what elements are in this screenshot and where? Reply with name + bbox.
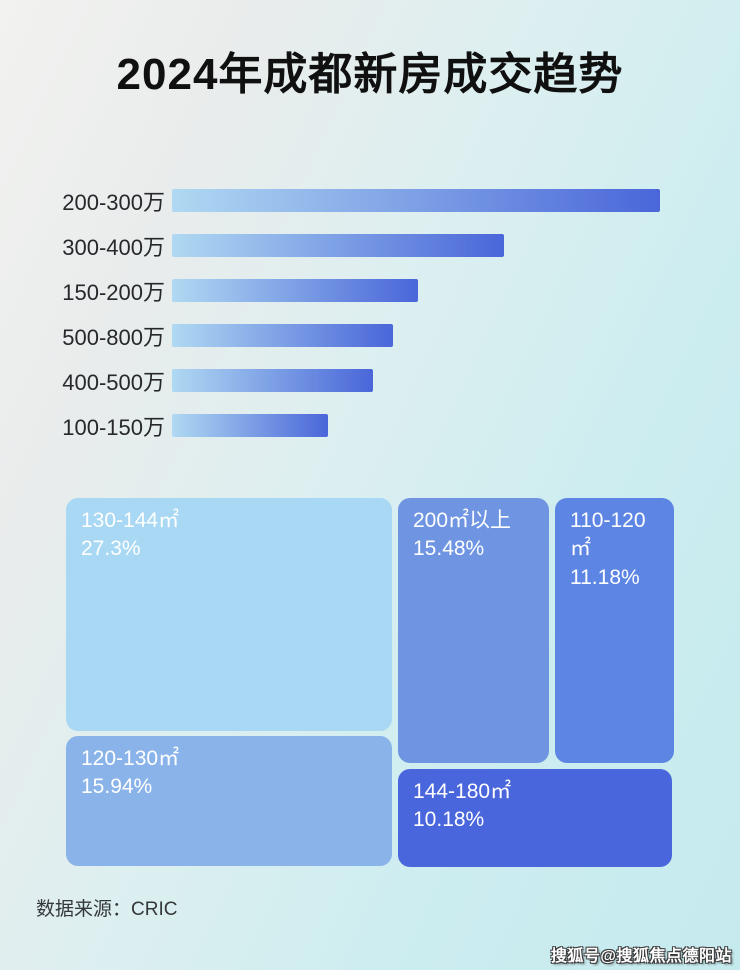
- bar-category-label: 200-300万: [62, 189, 165, 215]
- bar-row-500-800: 500-800万: [36, 313, 704, 358]
- tile-value: 15.94%: [81, 775, 153, 799]
- bar-category-label: 150-200万: [62, 279, 165, 305]
- area-treemap: 130-144㎡ 27.3% 120-130㎡ 15.94% 200㎡以上 15…: [66, 498, 675, 868]
- bar-200-300: [172, 189, 660, 212]
- bar-row-400-500: 400-500万: [36, 358, 704, 403]
- bar-row-200-300: 200-300万: [36, 178, 704, 223]
- watermark-sohu: 搜狐号@搜狐焦点德阳站: [550, 948, 732, 965]
- bar-row-150-200: 150-200万: [36, 268, 704, 313]
- bar-category-label: 300-400万: [62, 234, 165, 260]
- tile-label: 130-144㎡: [81, 509, 180, 532]
- treemap-tile-144-180: 144-180㎡ 10.18%: [398, 769, 672, 867]
- tile-value: 11.18%: [570, 565, 640, 589]
- treemap-tile-110-120: 110-120㎡ 11.18%: [555, 498, 674, 763]
- bar-row-100-150: 100-150万: [36, 403, 704, 448]
- treemap-tile-130-144: 130-144㎡ 27.3%: [66, 498, 392, 731]
- bar-400-500: [172, 369, 373, 392]
- treemap-tile-120-130: 120-130㎡ 15.94%: [66, 736, 392, 866]
- tile-label: 110-120㎡: [570, 509, 646, 561]
- tile-label: 144-180㎡: [413, 780, 512, 803]
- bar-300-400: [172, 234, 504, 257]
- bar-500-800: [172, 324, 393, 347]
- price-bar-chart: 200-300万 300-400万 150-200万 500-800万 400-…: [36, 178, 704, 448]
- tile-label: 200㎡以上: [413, 509, 512, 532]
- bar-category-label: 500-800万: [62, 324, 165, 350]
- treemap-tile-200-plus: 200㎡以上 15.48%: [398, 498, 549, 763]
- tile-value: 10.18%: [413, 808, 485, 832]
- bar-150-200: [172, 279, 418, 302]
- data-source-label: 数据来源：CRIC: [36, 899, 178, 920]
- bar-100-150: [172, 414, 328, 437]
- tile-value: 15.48%: [413, 537, 485, 561]
- tile-value: 27.3%: [81, 537, 141, 561]
- tile-label: 120-130㎡: [81, 747, 180, 770]
- bar-row-300-400: 300-400万: [36, 223, 704, 268]
- page-title: 2024年成都新房成交趋势: [116, 50, 624, 99]
- bar-category-label: 400-500万: [62, 369, 165, 395]
- bar-category-label: 100-150万: [62, 414, 165, 440]
